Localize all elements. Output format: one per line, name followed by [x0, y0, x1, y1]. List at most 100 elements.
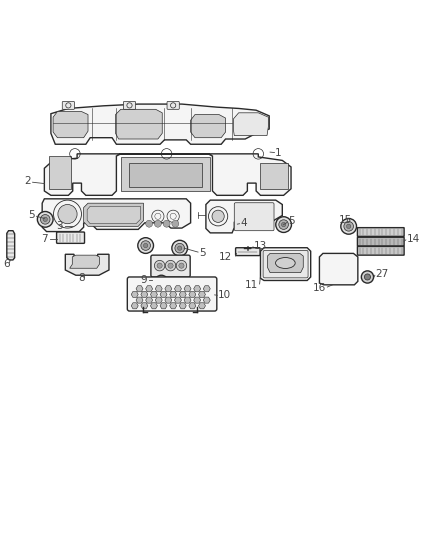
Polygon shape: [150, 303, 157, 309]
Circle shape: [346, 224, 351, 229]
FancyBboxPatch shape: [357, 228, 404, 236]
Circle shape: [155, 275, 168, 288]
Circle shape: [165, 261, 176, 271]
Polygon shape: [150, 292, 157, 297]
Polygon shape: [174, 286, 181, 292]
Circle shape: [341, 219, 357, 234]
Text: 9: 9: [141, 274, 148, 285]
Polygon shape: [136, 297, 143, 303]
Circle shape: [157, 263, 162, 268]
Circle shape: [175, 244, 184, 253]
Polygon shape: [165, 286, 172, 292]
Circle shape: [40, 215, 50, 224]
Circle shape: [58, 205, 77, 224]
FancyBboxPatch shape: [357, 246, 404, 255]
Circle shape: [276, 217, 291, 232]
Polygon shape: [184, 286, 191, 292]
Polygon shape: [160, 303, 167, 309]
Polygon shape: [116, 109, 162, 139]
Polygon shape: [179, 292, 186, 297]
Polygon shape: [268, 253, 303, 272]
Polygon shape: [319, 253, 358, 285]
Polygon shape: [184, 297, 191, 303]
Circle shape: [168, 263, 173, 268]
Polygon shape: [191, 115, 226, 138]
Polygon shape: [44, 154, 291, 195]
Polygon shape: [170, 303, 177, 309]
Polygon shape: [155, 286, 162, 292]
Polygon shape: [261, 163, 288, 189]
Polygon shape: [189, 292, 196, 297]
Polygon shape: [146, 297, 152, 303]
FancyBboxPatch shape: [124, 101, 136, 109]
Polygon shape: [65, 254, 109, 275]
FancyBboxPatch shape: [234, 203, 274, 231]
Polygon shape: [121, 157, 210, 191]
Polygon shape: [198, 303, 205, 309]
Circle shape: [179, 263, 184, 268]
Circle shape: [154, 220, 161, 227]
Text: 7: 7: [41, 234, 48, 244]
Text: 14: 14: [407, 235, 420, 245]
Polygon shape: [233, 113, 268, 135]
Circle shape: [212, 210, 224, 222]
FancyBboxPatch shape: [236, 248, 260, 256]
Circle shape: [344, 222, 353, 231]
Circle shape: [279, 220, 288, 229]
Circle shape: [172, 220, 179, 227]
Polygon shape: [7, 231, 14, 260]
Text: 5: 5: [288, 216, 295, 226]
Circle shape: [43, 217, 47, 222]
Circle shape: [144, 244, 148, 248]
Circle shape: [138, 238, 153, 253]
Circle shape: [146, 220, 152, 227]
FancyBboxPatch shape: [127, 277, 217, 311]
Polygon shape: [131, 303, 138, 309]
Polygon shape: [174, 297, 181, 303]
Polygon shape: [136, 286, 143, 292]
Polygon shape: [179, 303, 186, 309]
Polygon shape: [131, 292, 138, 297]
Circle shape: [176, 261, 187, 271]
Polygon shape: [206, 200, 283, 233]
Circle shape: [154, 261, 165, 271]
Polygon shape: [189, 303, 196, 309]
Text: 15: 15: [339, 215, 352, 225]
Polygon shape: [87, 206, 141, 224]
Polygon shape: [49, 156, 71, 189]
FancyBboxPatch shape: [62, 101, 74, 109]
Text: 4: 4: [240, 218, 247, 228]
FancyBboxPatch shape: [167, 101, 179, 109]
Polygon shape: [53, 111, 88, 138]
Polygon shape: [51, 104, 269, 144]
Text: 10: 10: [218, 290, 231, 300]
Text: 2: 2: [24, 176, 30, 187]
Polygon shape: [155, 297, 162, 303]
Polygon shape: [203, 286, 210, 292]
Polygon shape: [70, 255, 99, 268]
Circle shape: [163, 220, 170, 227]
Ellipse shape: [276, 257, 295, 269]
Circle shape: [141, 241, 150, 251]
Polygon shape: [194, 286, 201, 292]
Text: 5: 5: [199, 248, 206, 259]
Polygon shape: [203, 297, 210, 303]
Polygon shape: [165, 297, 172, 303]
Polygon shape: [141, 292, 148, 297]
Polygon shape: [146, 286, 152, 292]
Circle shape: [172, 240, 187, 256]
Polygon shape: [130, 163, 201, 187]
Text: 16: 16: [313, 284, 326, 293]
Text: 11: 11: [245, 280, 258, 290]
Text: 1: 1: [275, 148, 282, 158]
Circle shape: [177, 246, 182, 251]
Polygon shape: [170, 292, 177, 297]
Text: 13: 13: [254, 241, 267, 252]
Polygon shape: [194, 297, 201, 303]
Text: 3: 3: [57, 221, 63, 231]
Text: 5: 5: [28, 211, 35, 221]
Circle shape: [37, 212, 53, 227]
Text: 12: 12: [219, 252, 232, 262]
Polygon shape: [42, 199, 191, 231]
FancyBboxPatch shape: [151, 255, 190, 277]
